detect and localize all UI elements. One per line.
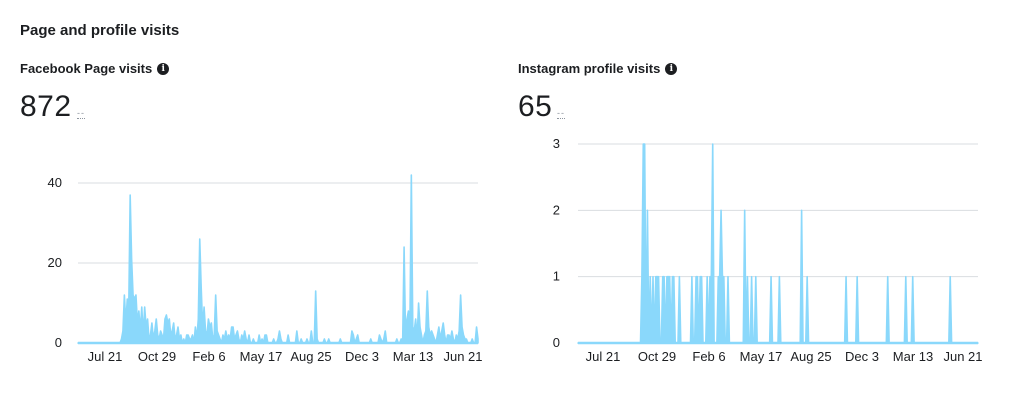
- x-tick-label: Dec 3: [345, 349, 379, 364]
- x-tick-label: May 17: [240, 349, 283, 364]
- info-icon[interactable]: i: [665, 62, 678, 75]
- instagram-visits-title: Instagram profile visits: [518, 61, 661, 76]
- facebook-visits-total: 872: [20, 90, 72, 123]
- x-tick-label: Jun 21: [443, 349, 482, 364]
- facebook-visits-title: Facebook Page visits: [20, 61, 153, 76]
- x-tick-label: Jun 21: [943, 349, 982, 364]
- section-title: Page and profile visits: [20, 22, 180, 39]
- facebook-visits-title-row: Facebook Page visits i: [20, 61, 170, 76]
- info-icon[interactable]: i: [157, 62, 170, 75]
- x-tick-label: Mar 13: [393, 349, 433, 364]
- x-tick-label: Jul 21: [88, 349, 123, 364]
- x-tick-label: Aug 25: [790, 349, 831, 364]
- instagram-visits-chart: 0 1 2 3 Jul 21 Oct 29 Feb 6 May 17 Aug 25 Dec 3 Ma…: [553, 136, 983, 364]
- y-tick-label: 0: [55, 335, 62, 350]
- x-tick-label: Aug 25: [290, 349, 331, 364]
- y-tick-label: 20: [48, 255, 62, 270]
- x-tick-label: May 17: [740, 349, 783, 364]
- y-tick-label: 1: [553, 269, 560, 284]
- facebook-visits-delta: --: [77, 108, 85, 119]
- instagram-visits-delta: --: [557, 108, 565, 119]
- y-tick-label: 40: [48, 175, 62, 190]
- series-area[interactable]: [577, 143, 979, 344]
- x-tick-label: Feb 6: [692, 349, 725, 364]
- facebook-visits-panel: Facebook Page visits i 872 -- 0 20 40 Jul 2…: [0, 0, 483, 412]
- x-tick-label: Dec 3: [845, 349, 879, 364]
- x-tick-label: Feb 6: [192, 349, 225, 364]
- instagram-visits-panel: Instagram profile visits i 65 -- 0 1 2 3 Jul…: [500, 0, 1000, 412]
- x-tick-label: Jul 21: [586, 349, 621, 364]
- instagram-visits-title-row: Instagram profile visits i: [518, 61, 678, 76]
- x-tick-label: Oct 29: [138, 349, 176, 364]
- y-tick-label: 0: [553, 335, 560, 350]
- series-area[interactable]: [77, 174, 479, 344]
- y-tick-label: 3: [553, 136, 560, 151]
- y-tick-label: 2: [553, 202, 560, 217]
- facebook-visits-chart: 0 20 40 Jul 21 Oct 29 Feb 6 May 17 Aug 25 Dec 3 M…: [48, 174, 483, 364]
- x-tick-label: Mar 13: [893, 349, 933, 364]
- x-tick-label: Oct 29: [638, 349, 676, 364]
- instagram-visits-total: 65: [518, 90, 553, 123]
